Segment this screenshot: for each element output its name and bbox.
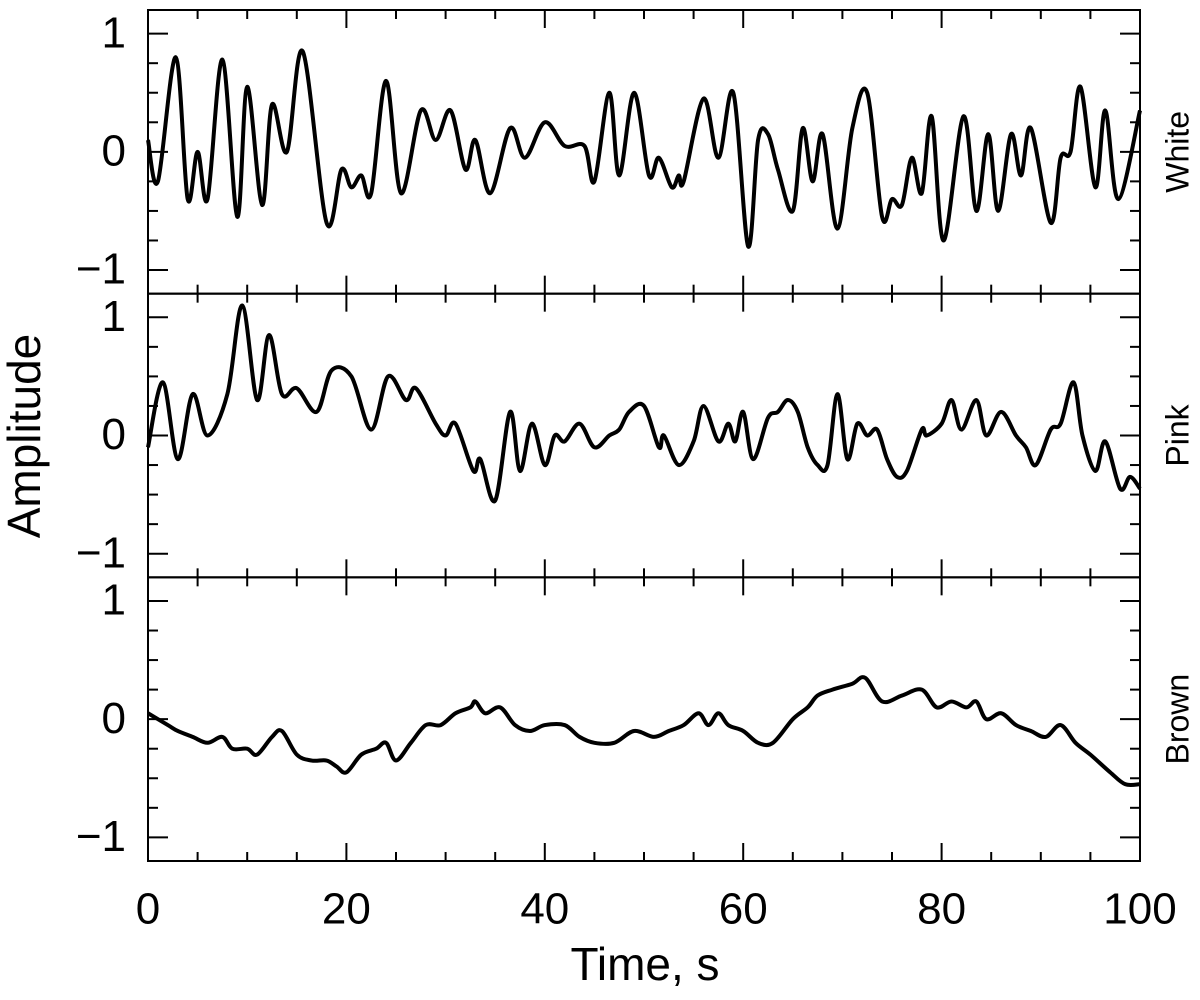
y-tick-label: −1: [76, 245, 126, 294]
y-axis-label: Amplitude: [0, 334, 50, 539]
y-tick-label: 0: [102, 694, 126, 743]
series-label: White: [1159, 111, 1195, 193]
y-tick-label: 1: [102, 8, 126, 57]
data-line: [146, 303, 1142, 504]
y-tick-label: 1: [102, 292, 126, 341]
x-tick-label: 60: [719, 885, 768, 934]
y-tick-label: −1: [76, 528, 126, 577]
data-line: [146, 48, 1142, 249]
series-label: Pink: [1159, 403, 1195, 466]
y-tick-label: 0: [102, 410, 126, 459]
panel-frame: [147, 292, 1141, 579]
y-tick-label: 1: [102, 576, 126, 625]
x-axis-label: Time, s: [570, 938, 719, 990]
x-tick-label: 40: [520, 885, 569, 934]
series-label: Brown: [1159, 674, 1195, 765]
y-tick-label: −1: [76, 812, 126, 861]
y-tick-label: 0: [102, 126, 126, 175]
x-tick-label: 0: [136, 885, 160, 934]
data-line: [146, 675, 1141, 788]
x-tick-label: 100: [1103, 885, 1176, 934]
x-tick-label: 20: [322, 885, 371, 934]
x-tick-label: 80: [917, 885, 966, 934]
